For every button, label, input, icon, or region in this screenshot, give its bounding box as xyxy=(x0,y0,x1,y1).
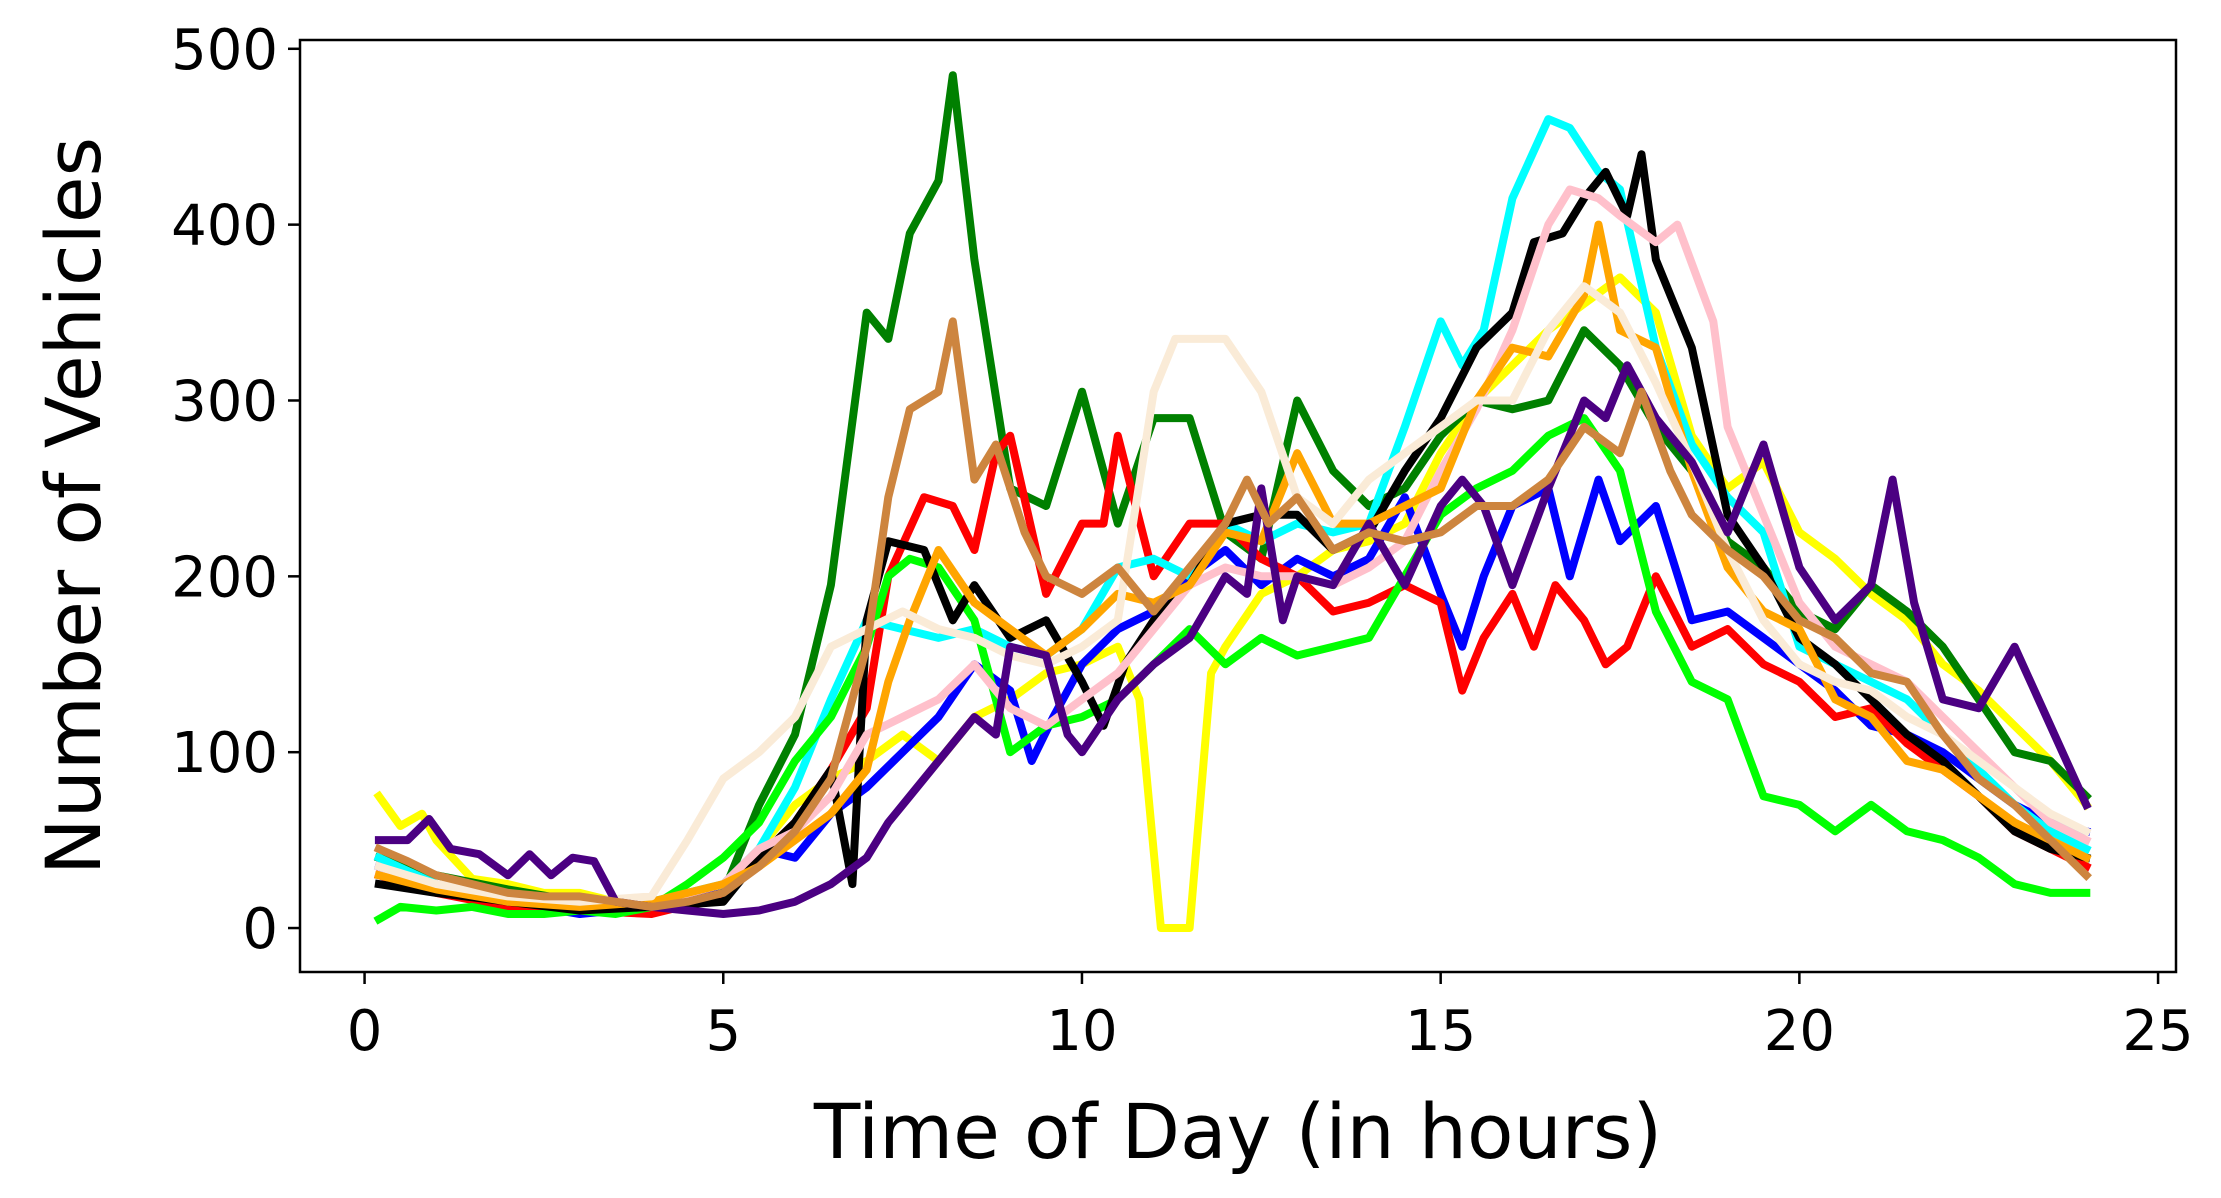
y-axis-label: Number of Vehicles xyxy=(29,137,118,875)
x-tick-label: 15 xyxy=(1405,999,1476,1064)
x-tick-label: 5 xyxy=(705,999,741,1064)
x-tick-label: 25 xyxy=(2122,999,2193,1064)
y-tick-label: 400 xyxy=(171,194,278,259)
series-line-8 xyxy=(374,185,2092,908)
y-tick-label: 0 xyxy=(242,897,278,962)
series-lines xyxy=(373,71,2092,932)
y-tick-label: 300 xyxy=(171,369,278,434)
x-axis-ticks: 0 5 10 15 20 25 xyxy=(347,972,2194,1064)
series-line-2 xyxy=(373,71,2092,911)
x-tick-label: 10 xyxy=(1046,999,1117,1064)
series-line-11 xyxy=(374,361,2092,918)
y-tick-label: 200 xyxy=(171,545,278,610)
plot-frame xyxy=(298,38,2178,974)
x-tick-label: 0 xyxy=(347,999,383,1064)
y-tick-label: 100 xyxy=(171,721,278,786)
x-axis-label: Time of Day (in hours) xyxy=(813,1087,1662,1176)
y-tick-label: 500 xyxy=(171,18,278,83)
series-line-12 xyxy=(373,317,2092,911)
series-line-10 xyxy=(373,282,2092,906)
series-line-9 xyxy=(374,220,2092,911)
y-axis-ticks: 0 100 200 300 400 500 xyxy=(171,18,300,962)
x-tick-label: 20 xyxy=(1764,999,1835,1064)
series-line-6 xyxy=(373,414,2091,925)
